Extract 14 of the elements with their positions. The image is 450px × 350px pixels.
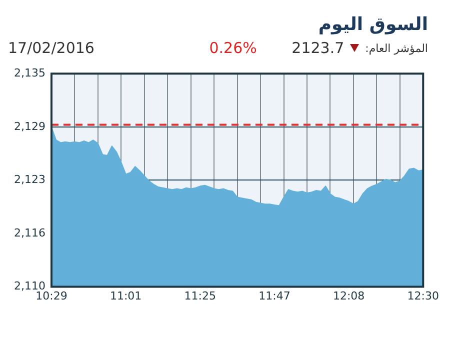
- y-tick-label: 2,135: [14, 66, 46, 80]
- text: 2123.7: [292, 39, 344, 57]
- chart-title: السوق اليوم: [317, 13, 429, 37]
- x-tick-label: 11:25: [184, 289, 216, 302]
- y-tick-label: 2,116: [14, 226, 46, 240]
- x-tick-label: 11:47: [258, 289, 290, 302]
- text: 0.26%: [209, 39, 257, 57]
- x-tick-label: 12:08: [332, 289, 365, 302]
- x-tick-label: 11:01: [110, 289, 142, 302]
- y-tick-label: 2,123: [14, 173, 46, 186]
- text: 17/02/2016: [8, 39, 94, 57]
- y-tick-label: 2,129: [14, 120, 46, 133]
- x-tick-label: 12:30: [407, 289, 439, 302]
- text: المؤشر العام:: [365, 42, 428, 54]
